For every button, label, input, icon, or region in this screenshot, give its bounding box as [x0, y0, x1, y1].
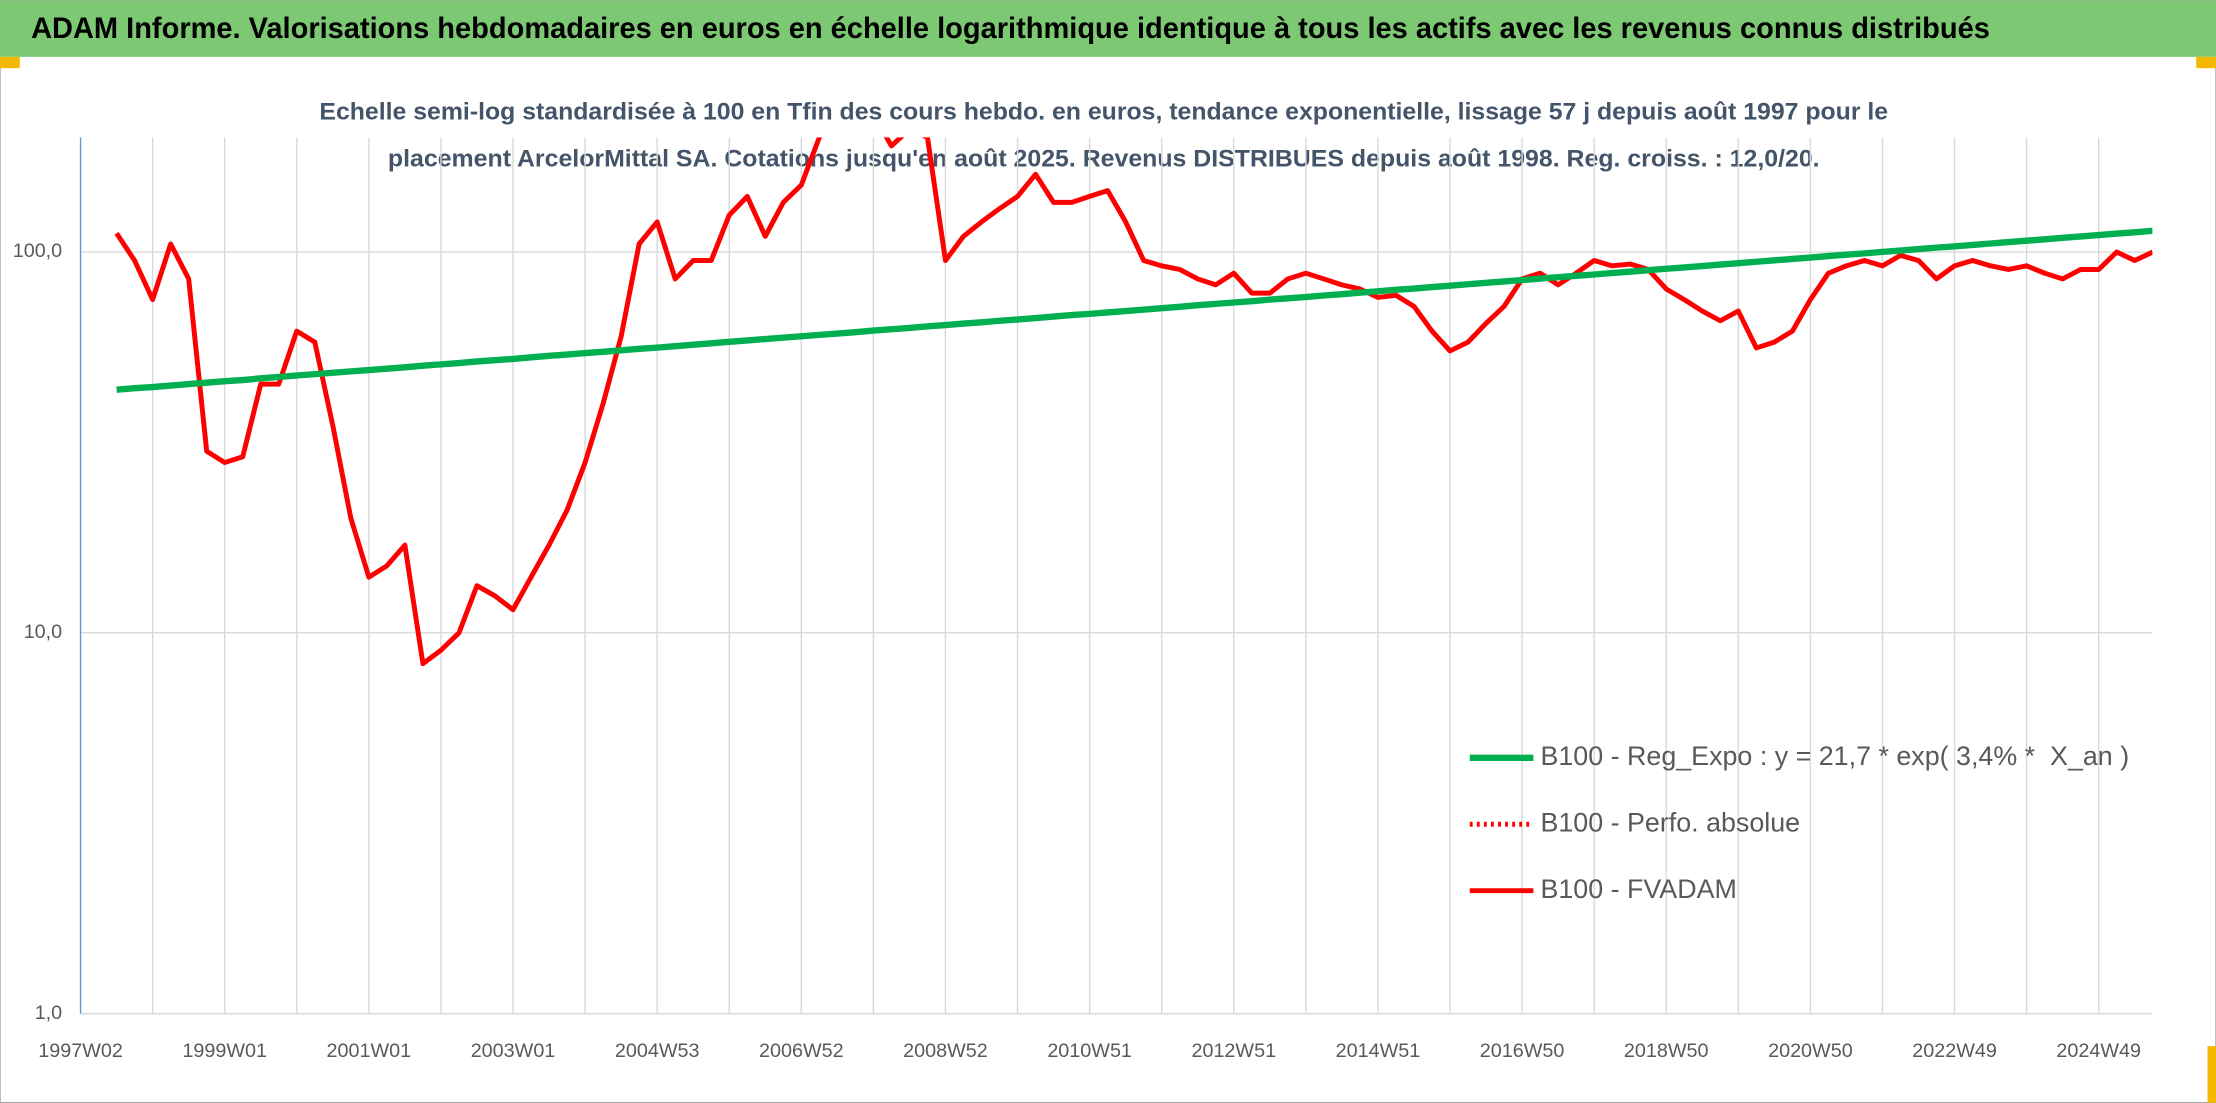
x-tick-label: 2018W50	[1624, 1040, 1709, 1062]
legend-label: B100 - FVADAM	[1540, 874, 1736, 904]
x-tick-label: 2012W51	[1191, 1040, 1276, 1062]
x-tick-label: 2016W50	[1480, 1040, 1565, 1062]
x-tick-label: 2020W50	[1768, 1040, 1853, 1062]
y-tick-label: 1,0	[35, 1002, 62, 1024]
x-tick-label: 2024W49	[2056, 1040, 2141, 1062]
series-line	[114, 137, 2153, 667]
y-tick-label: 100,0	[13, 240, 62, 262]
x-tick-label: 2004W53	[615, 1040, 700, 1062]
x-tick-label: 2010W51	[1047, 1040, 1132, 1062]
grid: 1,0 10,0 100,0 1997W02 1999W01 2001W01 2003W01…	[13, 137, 2153, 1062]
y-tick-label: 10,0	[24, 621, 62, 643]
chart-subtitle: placement ArcelorMittal SA. Cotations ju…	[388, 145, 1820, 172]
corner-mark	[2207, 1046, 2216, 1103]
x-tick-label: 2014W51	[1336, 1040, 1421, 1062]
corner-mark	[2196, 56, 2216, 69]
x-tick-label: 2003W01	[471, 1040, 556, 1062]
plot-area	[114, 137, 2153, 667]
legend-label: B100 - Reg_Expo : y = 21,7 * exp( 3,4% *…	[1540, 741, 2129, 771]
legend: B100 - Reg_Expo : y = 21,7 * exp( 3,4% *…	[1469, 741, 2129, 904]
x-tick-label: 1997W02	[38, 1040, 123, 1062]
corner-mark	[0, 56, 20, 69]
chart-subtitle: Echelle semi-log standardisée à 100 en T…	[319, 99, 1888, 126]
x-tick-label: 1999W01	[182, 1040, 267, 1062]
x-tick-label: 2022W49	[1912, 1040, 1997, 1062]
header-band	[0, 0, 2216, 57]
chart-title: ADAM Informe. Valorisations hebdomadaire…	[31, 12, 1990, 45]
series-line	[116, 227, 2153, 393]
x-tick-label: 2008W52	[903, 1040, 988, 1062]
x-tick-label: 2001W01	[327, 1040, 412, 1062]
x-tick-label: 2006W52	[759, 1040, 844, 1062]
legend-label: B100 - Perfo. absolue	[1540, 807, 1800, 837]
